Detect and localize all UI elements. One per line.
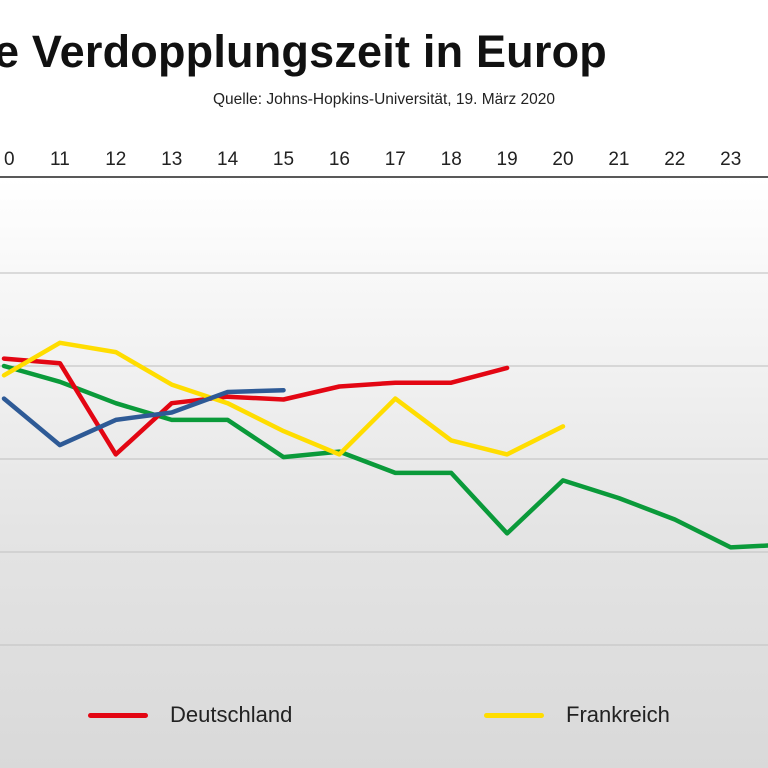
x-tick-label: 18 xyxy=(441,149,462,170)
x-tick-label: 17 xyxy=(385,149,406,170)
x-tick-label: 23 xyxy=(720,149,741,170)
series-line-series-2 xyxy=(1,363,768,550)
x-tick-label: 15 xyxy=(273,149,294,170)
legend-swatch-frankreich xyxy=(484,713,544,718)
x-axis-ticks: 0 11 12 13 14 15 16 17 18 19 20 21 22 23 xyxy=(4,149,741,170)
source-text: Quelle: Johns-Hopkins-Universität, 19. M… xyxy=(212,91,555,108)
series-line-deutschland xyxy=(1,356,510,457)
x-tick-label: 22 xyxy=(664,149,685,170)
x-tick-label: 12 xyxy=(105,149,126,170)
chart-title: e Verdopplungszeit in Europ xyxy=(0,26,607,77)
legend-swatch-deutschland xyxy=(88,713,148,718)
series-lines xyxy=(1,340,768,550)
x-tick-label: 21 xyxy=(608,149,629,170)
chart-subtitle: Quelle: Johns-Hopkins-Universität, 19. M… xyxy=(0,91,768,109)
chart-background xyxy=(0,178,768,768)
x-tick-label: 20 xyxy=(552,149,573,170)
x-tick-label: 13 xyxy=(161,149,182,170)
x-tick-label: 11 xyxy=(50,149,70,170)
legend-label-deutschland: Deutschland xyxy=(170,702,293,727)
series-line-frankreich xyxy=(1,340,566,457)
x-tick-label: 14 xyxy=(217,149,239,170)
x-tick-label: 0 xyxy=(4,149,15,170)
series-line-series-3 xyxy=(1,387,286,448)
legend-label-frankreich: Frankreich xyxy=(566,702,670,727)
x-tick-label: 16 xyxy=(329,149,350,170)
gridlines xyxy=(0,272,768,646)
x-tick-label: 19 xyxy=(497,149,518,170)
